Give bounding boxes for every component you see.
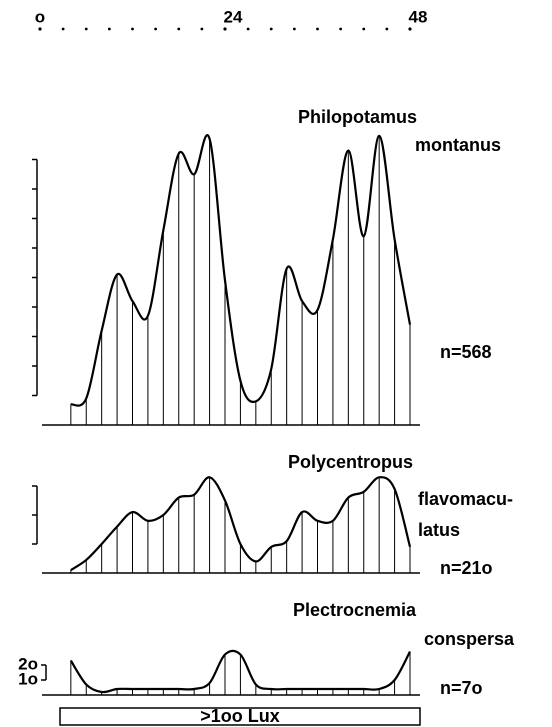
x-minor-tick xyxy=(61,27,65,31)
chart-title: flavomacu- xyxy=(418,489,513,509)
x-tick-mark xyxy=(223,27,227,31)
x-tick-label: 48 xyxy=(409,7,428,26)
chart-title: latus xyxy=(418,520,460,540)
curve xyxy=(69,649,411,694)
x-minor-tick xyxy=(131,27,134,31)
curve xyxy=(70,134,412,407)
x-minor-tick xyxy=(269,27,273,31)
y-tick-label: 2o xyxy=(18,654,38,673)
x-minor-tick xyxy=(339,27,343,31)
curve xyxy=(70,476,412,572)
light-label: >1oo Lux xyxy=(200,706,280,726)
sample-size: n=7o xyxy=(440,678,483,698)
x-minor-tick xyxy=(107,27,111,31)
x-minor-tick xyxy=(200,27,204,31)
light-bar xyxy=(59,707,421,726)
chart-title: conspersa xyxy=(424,629,515,649)
chart-title: Polycentropus xyxy=(288,452,413,472)
chart-title: montanus xyxy=(415,135,501,155)
x-minor-tick xyxy=(362,27,366,31)
x-minor-tick xyxy=(246,27,250,31)
x-tick-mark xyxy=(408,27,412,31)
x-tick-label: o xyxy=(35,7,45,26)
y-tick-label: 1o xyxy=(18,669,38,688)
sample-size: n=21o xyxy=(440,558,493,578)
chart-title: Philopotamus xyxy=(298,107,417,127)
x-minor-tick xyxy=(84,27,88,31)
x-minor-tick xyxy=(385,27,389,31)
x-minor-tick xyxy=(177,27,181,31)
x-minor-tick xyxy=(316,27,319,31)
x-tick-label: 24 xyxy=(224,7,243,26)
x-minor-tick xyxy=(154,27,158,31)
sample-size: n=568 xyxy=(440,342,492,362)
x-tick-mark xyxy=(38,27,42,31)
x-minor-tick xyxy=(292,27,296,31)
chart-title: Plectrocnemia xyxy=(293,600,417,620)
